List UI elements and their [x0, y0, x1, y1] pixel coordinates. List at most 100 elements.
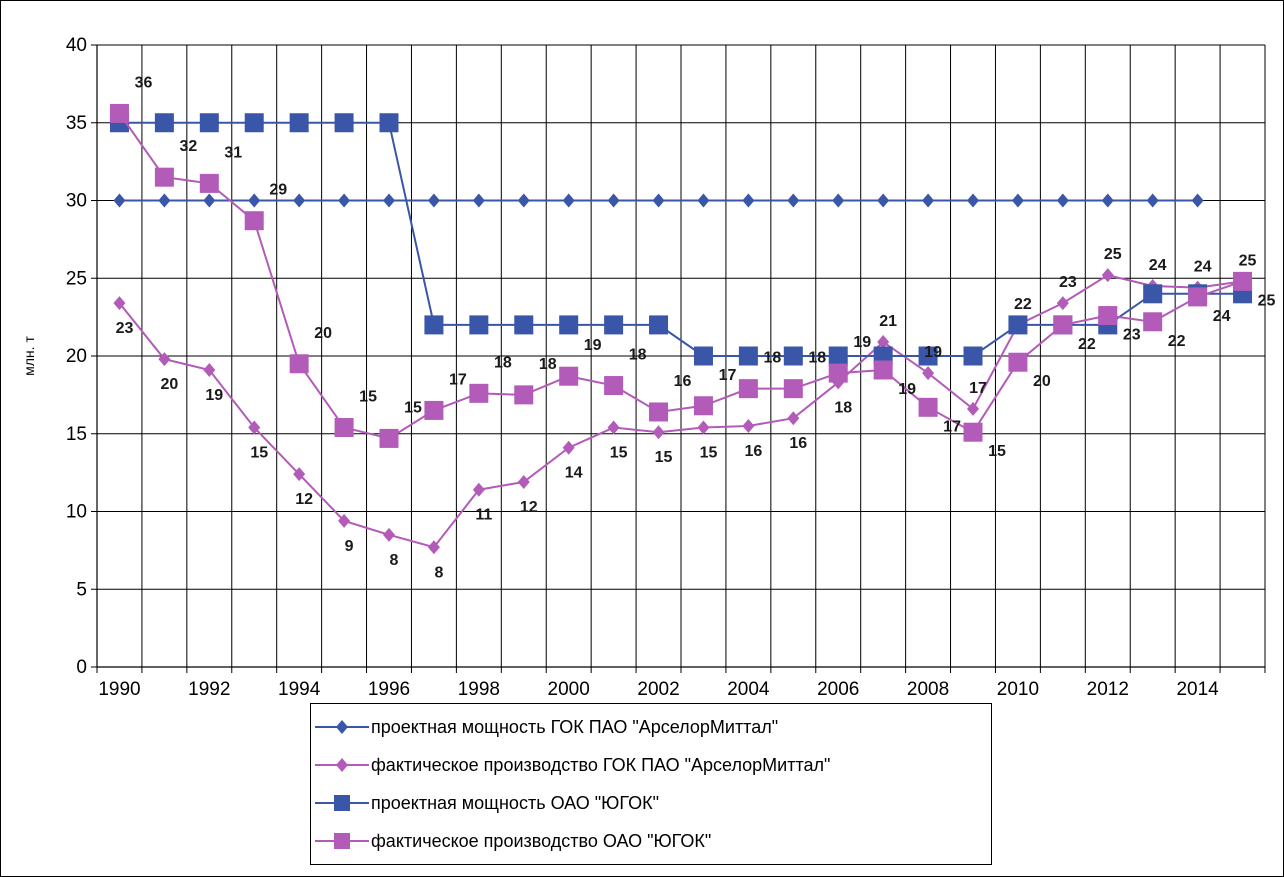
data-point	[424, 315, 444, 335]
data-point	[1188, 287, 1208, 307]
data-point	[877, 193, 890, 208]
data-label: 8	[390, 552, 399, 569]
data-point	[963, 422, 983, 442]
data-point	[293, 467, 306, 482]
data-label: 25	[1239, 252, 1257, 269]
data-point	[1056, 193, 1069, 208]
data-point	[559, 366, 579, 386]
data-label: 17	[969, 380, 987, 397]
data-point	[514, 315, 534, 335]
legend-item: фактическое производство ГОК ПАО "Арсело…	[311, 748, 830, 782]
data-label: 11	[475, 507, 492, 524]
data-point	[828, 363, 848, 383]
data-point	[693, 396, 713, 416]
data-point	[472, 193, 485, 208]
data-point	[379, 428, 399, 448]
data-point	[203, 193, 216, 208]
data-point	[248, 193, 261, 208]
data-label: 32	[179, 138, 197, 155]
data-label: 18	[834, 399, 852, 416]
x-tick-label: 2010	[997, 679, 1039, 700]
data-point	[607, 193, 620, 208]
data-label: 24	[1149, 257, 1167, 274]
x-tick-label: 1998	[458, 679, 500, 700]
data-point	[967, 401, 979, 416]
data-label: 8	[434, 564, 443, 581]
data-label: 14	[565, 465, 583, 482]
y-tick-label: 10	[66, 502, 87, 523]
data-point	[1011, 193, 1024, 208]
data-point	[379, 113, 399, 133]
data-label: 23	[116, 320, 134, 337]
legend-label: проектная мощность ОАО "ЮГОК"	[371, 792, 659, 813]
data-label: 18	[808, 350, 826, 367]
data-point	[469, 315, 489, 335]
data-label: 17	[449, 371, 467, 388]
legend-swatch-marker	[336, 758, 348, 772]
data-label: 18	[763, 350, 781, 367]
data-point	[1101, 268, 1114, 283]
data-point	[649, 315, 669, 335]
data-point	[293, 193, 306, 208]
data-point	[244, 113, 264, 133]
data-point	[787, 193, 800, 208]
x-tick-label: 1992	[188, 679, 230, 700]
x-tick-label: 2006	[817, 679, 859, 700]
data-point	[918, 397, 938, 417]
x-tick-label: 1994	[278, 679, 321, 700]
y-tick-label: 5	[76, 579, 87, 600]
data-label: 16	[674, 373, 692, 390]
data-label: 19	[898, 381, 916, 398]
data-label: 15	[655, 449, 673, 466]
data-label: 9	[345, 538, 354, 555]
data-point	[1143, 284, 1163, 304]
gridlines	[96, 44, 1266, 668]
data-point	[469, 383, 489, 403]
data-label: 22	[1168, 333, 1186, 350]
data-point	[742, 418, 755, 433]
legend-item: проектная мощность ОАО "ЮГОК"	[311, 786, 659, 820]
data-point	[967, 193, 979, 208]
data-label: 17	[943, 418, 961, 435]
data-point	[1143, 312, 1163, 332]
data-point	[783, 379, 803, 399]
y-tick-label: 40	[66, 35, 87, 56]
y-tick-label: 35	[66, 113, 87, 134]
data-point	[517, 474, 530, 489]
data-point	[738, 379, 758, 399]
data-point	[787, 411, 800, 426]
data-label: 15	[359, 389, 377, 406]
data-point	[652, 425, 665, 440]
data-label: 17	[719, 367, 737, 384]
data-point	[338, 193, 351, 208]
data-label: 15	[988, 443, 1006, 460]
data-point	[113, 296, 126, 311]
data-point	[832, 193, 845, 208]
legend-swatch	[315, 720, 369, 734]
data-point	[203, 362, 216, 377]
data-point	[1008, 315, 1028, 335]
data-label: 15	[250, 445, 268, 462]
data-label: 16	[789, 435, 807, 452]
data-point	[472, 482, 485, 497]
data-point	[113, 193, 126, 208]
data-point	[559, 315, 579, 335]
data-label: 36	[135, 74, 153, 91]
data-label: 23	[1059, 274, 1077, 291]
data-point	[199, 173, 219, 193]
data-point	[1233, 271, 1253, 291]
data-label: 12	[295, 491, 313, 508]
data-point	[334, 113, 354, 133]
data-point	[1146, 193, 1159, 208]
legend-swatch-marker	[336, 720, 348, 734]
data-point	[604, 315, 624, 335]
legend-swatch	[315, 758, 369, 772]
y-tick-label: 15	[66, 424, 87, 445]
x-tick-label: 2014	[1176, 679, 1219, 700]
data-label: 18	[539, 356, 557, 373]
data-label: 20	[160, 376, 178, 393]
x-tick-label: 1996	[368, 679, 410, 700]
data-point	[697, 420, 710, 435]
